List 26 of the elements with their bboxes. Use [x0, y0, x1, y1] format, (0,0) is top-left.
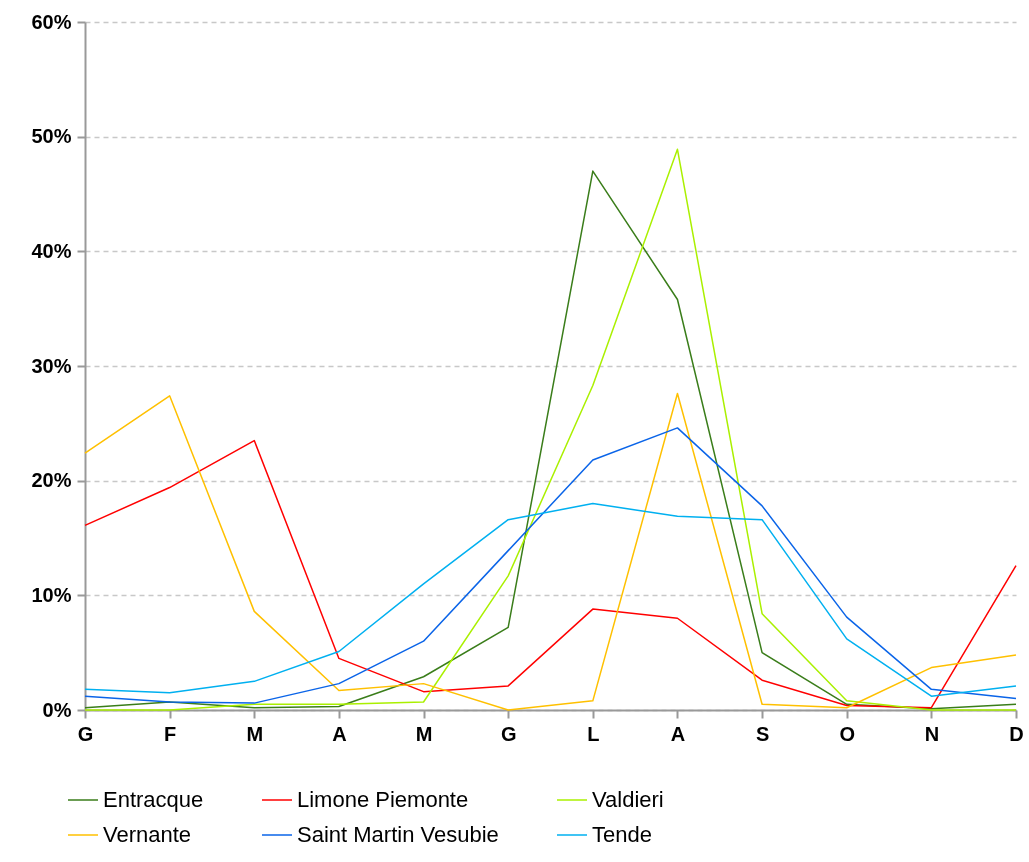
x-tick-label: G [500, 722, 517, 745]
y-tick-label: 10% [31, 583, 72, 606]
x-tick-label: M [246, 722, 264, 745]
legend-label: Limone Piemonte [297, 787, 469, 812]
x-tick-label: M [415, 722, 433, 745]
y-tick-label: 30% [31, 354, 72, 377]
x-tick-label: L [587, 722, 600, 745]
y-tick-label: 50% [31, 125, 72, 148]
x-tick-label: G [77, 722, 94, 745]
x-tick-label: A [670, 722, 686, 745]
legend-label: Valdieri [592, 787, 664, 812]
y-tick-label: 60% [31, 10, 72, 33]
y-tick-label: 40% [31, 239, 72, 262]
x-tick-label: S [755, 722, 770, 745]
x-tick-label: A [332, 722, 347, 745]
legend-label: Entracque [103, 787, 204, 812]
y-tick-label: 20% [31, 469, 72, 492]
x-tick-label: N [924, 722, 940, 745]
legend-label: Vernante [103, 822, 192, 847]
y-tick-label: 0% [42, 698, 72, 721]
line-series [84, 502, 1017, 697]
legend-label: Tende [592, 822, 652, 847]
x-tick-label: D [1009, 722, 1024, 745]
x-tick-label: O [839, 722, 856, 745]
legend-label: Saint Martin Vesubie [297, 822, 499, 847]
x-tick-label: F [164, 722, 177, 745]
